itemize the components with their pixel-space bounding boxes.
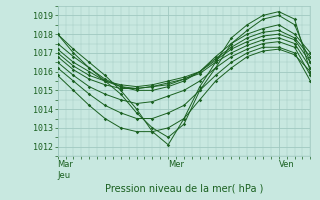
X-axis label: Pression niveau de la mer( hPa ): Pression niveau de la mer( hPa ) (105, 184, 263, 194)
